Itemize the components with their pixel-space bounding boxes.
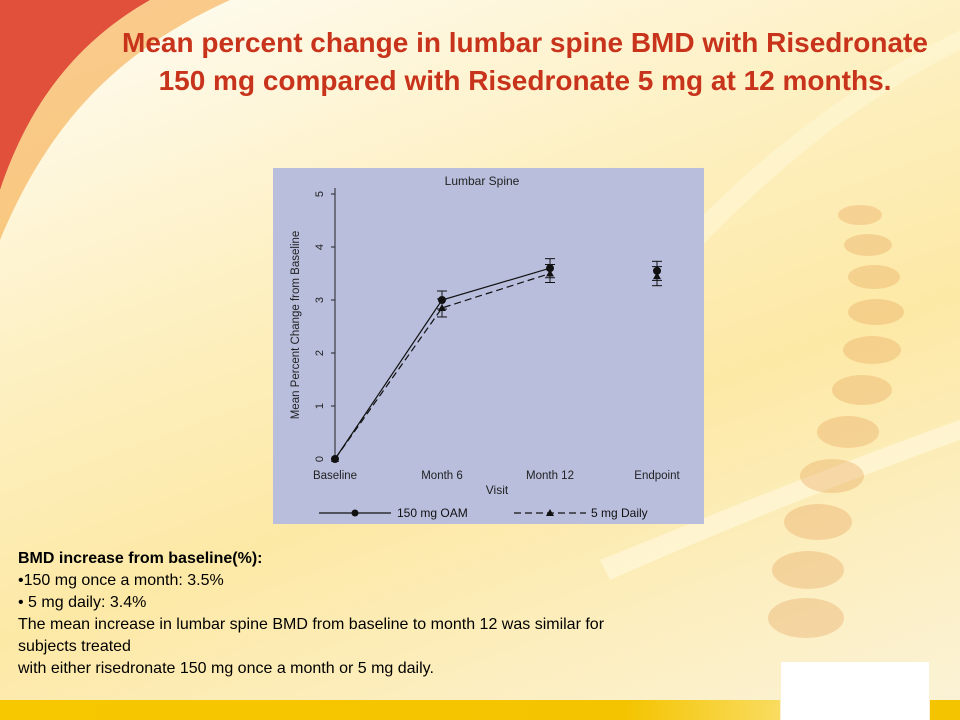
notes-text: BMD increase from baseline(%): •150 mg o… <box>18 548 818 680</box>
x-tick-label: Month 12 <box>526 470 574 482</box>
legend-label-150mg: 150 mg OAM <box>397 506 468 520</box>
x-tick-label: Endpoint <box>634 470 680 482</box>
chart-title: Lumbar Spine <box>445 174 520 188</box>
notes-line-2: subjects treated <box>18 638 131 655</box>
notes-heading: BMD increase from baseline(%): <box>18 550 263 567</box>
y-tick-label: 3 <box>314 297 326 303</box>
data-point-triangle <box>546 269 554 277</box>
chart-panel: Lumbar Spine Mean Percent Change from Ba… <box>273 168 704 524</box>
bottom-accent-bar <box>0 700 780 720</box>
notes-line-1: The mean increase in lumbar spine BMD fr… <box>18 616 605 633</box>
light-curve <box>600 420 960 580</box>
legend-marker-5mg <box>546 509 554 516</box>
y-tick-label: 0 <box>314 456 326 462</box>
slide-title: Mean percent change in lumbar spine BMD … <box>122 27 928 96</box>
orange-swoosh <box>0 0 230 240</box>
data-point-triangle <box>653 272 661 280</box>
data-point-triangle <box>331 455 339 462</box>
bottom-right-accent <box>930 700 960 720</box>
data-point-triangle <box>438 303 446 311</box>
light-curve-upper <box>660 30 960 280</box>
y-tick-label: 2 <box>314 350 326 356</box>
y-tick-label: 5 <box>314 191 326 197</box>
legend-marker-150mg <box>351 509 359 517</box>
spine-watermark <box>768 205 904 638</box>
y-axis-label: Mean Percent Change from Baseline <box>290 231 302 420</box>
y-tick-label: 4 <box>314 244 326 250</box>
y-tick-label: 1 <box>314 403 326 409</box>
legend-label-5mg: 5 mg Daily <box>591 506 648 520</box>
notes-bullet-5mg: • 5 mg daily: 3.4% <box>18 594 147 611</box>
series-line-2 <box>334 272 551 460</box>
white-corner-block <box>781 662 929 720</box>
red-corner-swoosh <box>0 0 150 190</box>
notes-bullet-150mg: •150 mg once a month: 3.5% <box>18 572 224 589</box>
x-tick-label: Baseline <box>313 470 357 482</box>
line-chart: Lumbar Spine Mean Percent Change from Ba… <box>290 174 681 520</box>
x-tick-label: Month 6 <box>421 470 463 482</box>
x-axis-label: Visit <box>486 483 509 497</box>
notes-line-3: with either risedronate 150 mg once a mo… <box>18 660 434 677</box>
